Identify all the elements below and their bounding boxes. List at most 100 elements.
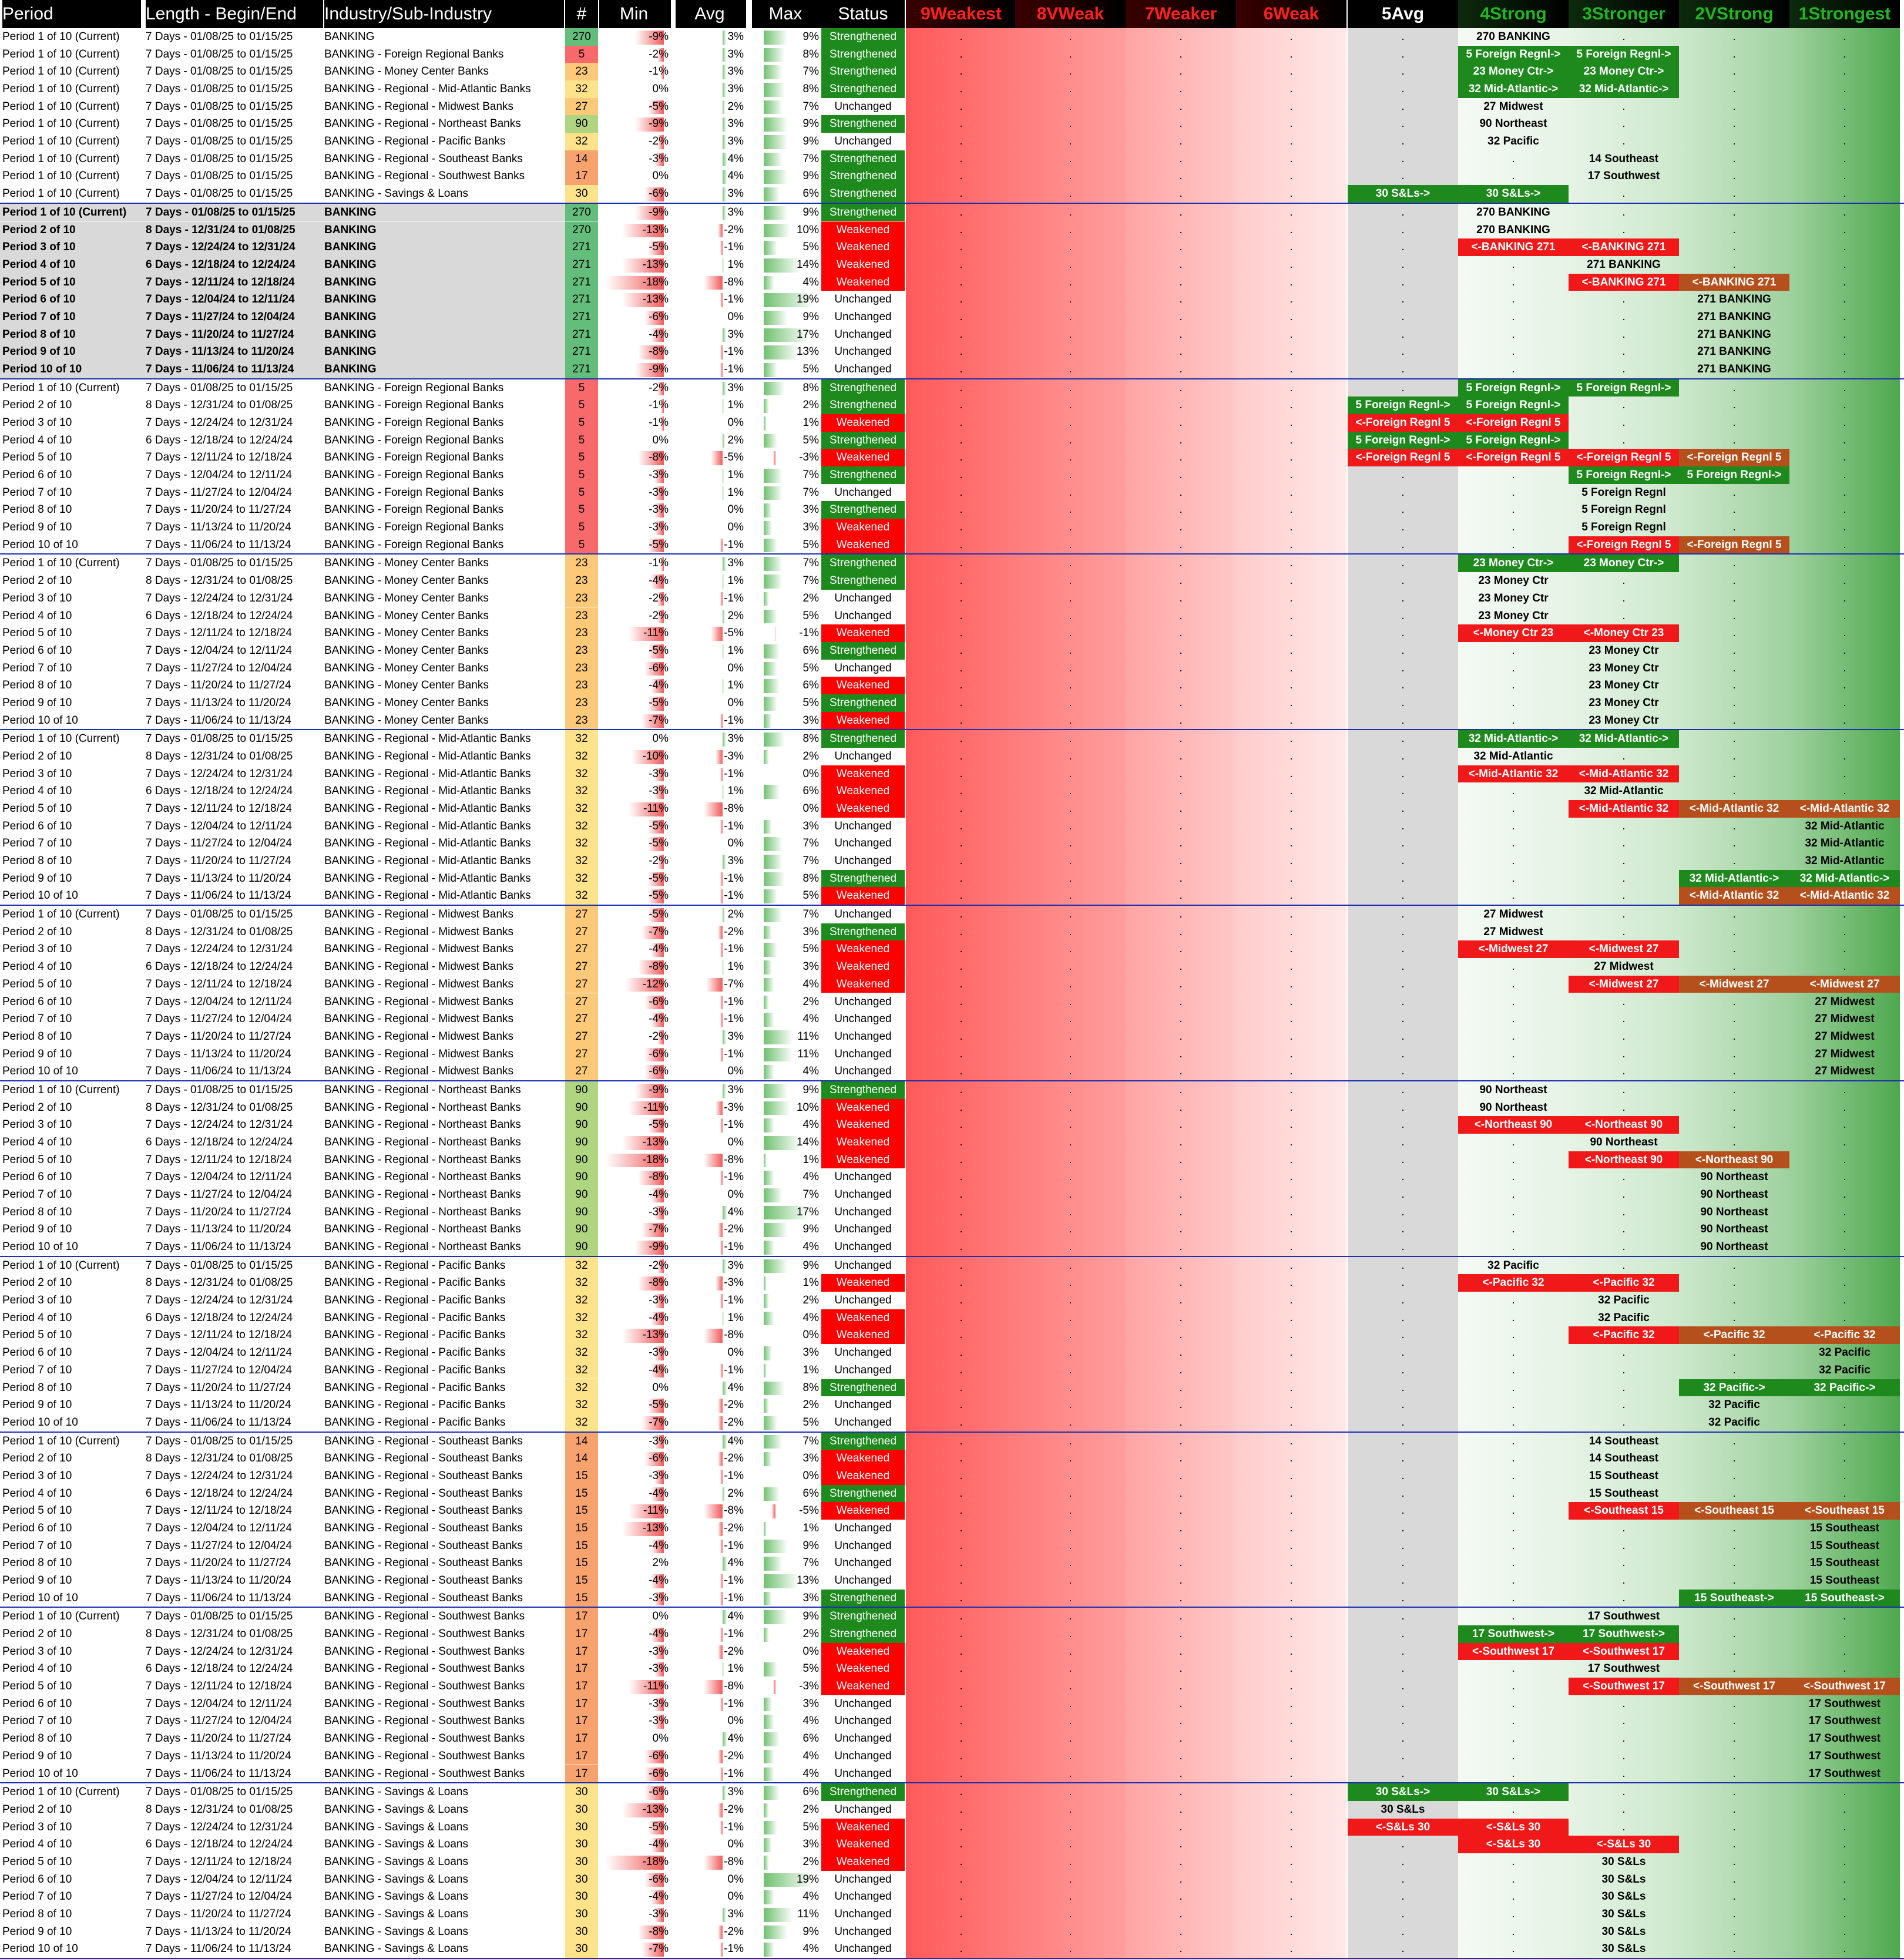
table-row[interactable]: Period 10 of 10 7 Days - 11/06/24 to 11/1… bbox=[0, 536, 1904, 554]
table-row[interactable]: Period 5 of 10 7 Days - 12/11/24 to 12/18… bbox=[0, 1151, 1904, 1169]
table-row[interactable]: Period 4 of 10 6 Days - 12/18/24 to 12/24… bbox=[0, 1133, 1904, 1151]
table-row[interactable]: Period 2 of 10 8 Days - 12/31/24 to 01/08… bbox=[0, 923, 1904, 941]
table-row[interactable]: Period 4 of 10 6 Days - 12/18/24 to 12/24… bbox=[0, 1836, 1904, 1853]
table-row[interactable]: Period 7 of 10 7 Days - 11/27/24 to 12/04… bbox=[0, 1186, 1904, 1204]
table-row[interactable]: Period 1 of 10 (Current) 7 Days - 01/08/2… bbox=[0, 150, 1904, 168]
table-row[interactable]: Period 8 of 10 7 Days - 11/20/24 to 11/27… bbox=[0, 1730, 1904, 1748]
table-row[interactable]: Period 7 of 10 7 Days - 11/27/24 to 12/04… bbox=[0, 835, 1904, 853]
table-row[interactable]: Period 6 of 10 7 Days - 12/04/24 to 12/11… bbox=[0, 1168, 1904, 1186]
table-row[interactable]: Period 7 of 10 7 Days - 11/27/24 to 12/04… bbox=[0, 483, 1904, 502]
header-bucket-5[interactable]: 5Avg bbox=[1348, 0, 1458, 28]
table-row[interactable]: Period 4 of 10 6 Days - 12/18/24 to 12/24… bbox=[0, 1660, 1904, 1678]
table-row[interactable]: Period 7 of 10 7 Days - 11/27/24 to 12/04… bbox=[0, 1888, 1904, 1906]
table-row[interactable]: Period 3 of 10 7 Days - 12/24/24 to 12/31… bbox=[0, 238, 1904, 256]
table-row[interactable]: Period 6 of 10 7 Days - 12/04/24 to 12/11… bbox=[0, 641, 1904, 660]
table-row[interactable]: Period 10 of 10 7 Days - 11/06/24 to 11/1… bbox=[0, 1413, 1904, 1432]
table-row[interactable]: Period 9 of 10 7 Days - 11/13/24 to 11/20… bbox=[0, 1923, 1904, 1941]
table-row[interactable]: Period 8 of 10 7 Days - 11/20/24 to 11/27… bbox=[0, 501, 1904, 519]
table-row[interactable]: Period 2 of 10 8 Days - 12/31/24 to 01/08… bbox=[0, 221, 1904, 239]
table-row[interactable]: Period 1 of 10 (Current) 7 Days - 01/08/2… bbox=[0, 730, 1904, 748]
table-row[interactable]: Period 3 of 10 7 Days - 12/24/24 to 12/31… bbox=[0, 765, 1904, 783]
header-period[interactable]: Period bbox=[2, 0, 141, 28]
table-row[interactable]: Period 1 of 10 (Current) 7 Days - 01/08/2… bbox=[0, 906, 1904, 923]
table-row[interactable]: Period 9 of 10 7 Days - 11/13/24 to 11/20… bbox=[0, 1396, 1904, 1414]
table-row[interactable]: Period 4 of 10 6 Days - 12/18/24 to 12/24… bbox=[0, 1484, 1904, 1503]
table-row[interactable]: Period 1 of 10 (Current) 7 Days - 01/08/2… bbox=[0, 98, 1904, 116]
table-row[interactable]: Period 5 of 10 7 Days - 12/11/24 to 12/18… bbox=[0, 449, 1904, 467]
table-row[interactable]: Period 2 of 10 8 Days - 12/31/24 to 01/08… bbox=[0, 747, 1904, 765]
table-row[interactable]: Period 3 of 10 7 Days - 12/24/24 to 12/31… bbox=[0, 1292, 1904, 1309]
table-row[interactable]: Period 3 of 10 7 Days - 12/24/24 to 12/31… bbox=[0, 1116, 1904, 1134]
table-row[interactable]: Period 10 of 10 7 Days - 11/06/24 to 11/1… bbox=[0, 1940, 1904, 1958]
table-row[interactable]: Period 10 of 10 7 Days - 11/06/24 to 11/1… bbox=[0, 711, 1904, 730]
table-row[interactable]: Period 8 of 10 7 Days - 11/20/24 to 11/27… bbox=[0, 1554, 1904, 1572]
table-row[interactable]: Period 1 of 10 (Current) 7 Days - 01/08/2… bbox=[0, 1256, 1904, 1275]
table-row[interactable]: Period 3 of 10 7 Days - 12/24/24 to 12/31… bbox=[0, 1818, 1904, 1836]
table-row[interactable]: Period 1 of 10 (Current) 7 Days - 01/08/2… bbox=[0, 185, 1904, 203]
table-row[interactable]: Period 9 of 10 7 Days - 11/13/24 to 11/20… bbox=[0, 1045, 1904, 1063]
table-row[interactable]: Period 7 of 10 7 Days - 11/27/24 to 12/04… bbox=[0, 659, 1904, 677]
table-row[interactable]: Period 4 of 10 6 Days - 12/18/24 to 12/24… bbox=[0, 782, 1904, 800]
header-length[interactable]: Length - Begin/End bbox=[146, 0, 323, 28]
header-bucket-6[interactable]: 4Strong bbox=[1458, 0, 1569, 28]
table-row[interactable]: Period 9 of 10 7 Days - 11/13/24 to 11/20… bbox=[0, 869, 1904, 888]
table-row[interactable]: Period 6 of 10 7 Days - 12/04/24 to 12/11… bbox=[0, 993, 1904, 1011]
table-row[interactable]: Period 3 of 10 7 Days - 12/24/24 to 12/31… bbox=[0, 589, 1904, 607]
table-row[interactable]: Period 8 of 10 7 Days - 11/20/24 to 11/27… bbox=[0, 1203, 1904, 1221]
table-row[interactable]: Period 10 of 10 7 Days - 11/06/24 to 11/1… bbox=[0, 887, 1904, 905]
table-row[interactable]: Period 6 of 10 7 Days - 12/04/24 to 12/11… bbox=[0, 1870, 1904, 1889]
header-bucket-3[interactable]: 7Weaker bbox=[1126, 0, 1236, 28]
table-row[interactable]: Period 1 of 10 (Current) 7 Days - 01/08/2… bbox=[0, 63, 1904, 81]
table-row[interactable]: Period 6 of 10 7 Days - 12/04/24 to 12/11… bbox=[0, 1695, 1904, 1713]
table-row[interactable]: Period 2 of 10 8 Days - 12/31/24 to 01/08… bbox=[0, 1800, 1904, 1819]
table-row[interactable]: Period 9 of 10 7 Days - 11/13/24 to 11/20… bbox=[0, 343, 1904, 361]
table-row[interactable]: Period 5 of 10 7 Days - 12/11/24 to 12/18… bbox=[0, 624, 1904, 642]
table-row[interactable]: Period 5 of 10 7 Days - 12/11/24 to 12/18… bbox=[0, 975, 1904, 993]
table-row[interactable]: Period 10 of 10 7 Days - 11/06/24 to 11/1… bbox=[0, 1238, 1904, 1256]
table-row[interactable]: Period 1 of 10 (Current) 7 Days - 01/08/2… bbox=[0, 45, 1904, 63]
table-row[interactable]: Period 5 of 10 7 Days - 12/11/24 to 12/18… bbox=[0, 1326, 1904, 1345]
header-count[interactable]: # bbox=[565, 0, 598, 28]
table-row[interactable]: Period 2 of 10 8 Days - 12/31/24 to 01/08… bbox=[0, 1450, 1904, 1467]
table-row[interactable]: Period 2 of 10 8 Days - 12/31/24 to 01/08… bbox=[0, 1274, 1904, 1292]
table-row[interactable]: Period 1 of 10 (Current) 7 Days - 01/08/2… bbox=[0, 555, 1904, 573]
table-row[interactable]: Period 1 of 10 (Current) 7 Days - 01/08/2… bbox=[0, 80, 1904, 98]
table-row[interactable]: Period 2 of 10 8 Days - 12/31/24 to 01/08… bbox=[0, 1625, 1904, 1643]
table-row[interactable]: Period 9 of 10 7 Days - 11/13/24 to 11/20… bbox=[0, 1747, 1904, 1765]
table-row[interactable]: Period 9 of 10 7 Days - 11/13/24 to 11/20… bbox=[0, 1221, 1904, 1239]
table-row[interactable]: Period 5 of 10 7 Days - 12/11/24 to 12/18… bbox=[0, 800, 1904, 818]
table-row[interactable]: Period 6 of 10 7 Days - 12/04/24 to 12/11… bbox=[0, 817, 1904, 835]
table-row[interactable]: Period 8 of 10 7 Days - 11/20/24 to 11/27… bbox=[0, 1027, 1904, 1046]
header-bucket-7[interactable]: 3Stronger bbox=[1569, 0, 1679, 28]
header-bucket-4[interactable]: 6Weak bbox=[1236, 0, 1346, 28]
table-row[interactable]: Period 6 of 10 7 Days - 12/04/24 to 12/11… bbox=[0, 1344, 1904, 1362]
header-bucket-9[interactable]: 1Strongest bbox=[1789, 0, 1900, 28]
table-row[interactable]: Period 3 of 10 7 Days - 12/24/24 to 12/31… bbox=[0, 1467, 1904, 1485]
header-status[interactable]: Status bbox=[821, 0, 905, 28]
table-row[interactable]: Period 9 of 10 7 Days - 11/13/24 to 11/20… bbox=[0, 1572, 1904, 1590]
table-row[interactable]: Period 3 of 10 7 Days - 12/24/24 to 12/31… bbox=[0, 940, 1904, 959]
table-row[interactable]: Period 5 of 10 7 Days - 12/11/24 to 12/18… bbox=[0, 273, 1904, 291]
table-row[interactable]: Period 5 of 10 7 Days - 12/11/24 to 12/18… bbox=[0, 1853, 1904, 1871]
table-row[interactable]: Period 10 of 10 7 Days - 11/06/24 to 11/1… bbox=[0, 1589, 1904, 1607]
table-row[interactable]: Period 8 of 10 7 Days - 11/20/24 to 11/27… bbox=[0, 677, 1904, 694]
table-row[interactable]: Period 1 of 10 (Current) 7 Days - 01/08/2… bbox=[0, 1783, 1904, 1801]
table-row[interactable]: Period 2 of 10 8 Days - 12/31/24 to 01/08… bbox=[0, 1098, 1904, 1117]
table-row[interactable]: Period 3 of 10 7 Days - 12/24/24 to 12/31… bbox=[0, 1642, 1904, 1661]
table-row[interactable]: Period 10 of 10 7 Days - 11/06/24 to 11/1… bbox=[0, 1765, 1904, 1783]
table-row[interactable]: Period 1 of 10 (Current) 7 Days - 01/08/2… bbox=[0, 203, 1904, 221]
table-row[interactable]: Period 9 of 10 7 Days - 11/13/24 to 11/20… bbox=[0, 694, 1904, 712]
table-row[interactable]: Period 4 of 10 6 Days - 12/18/24 to 12/24… bbox=[0, 256, 1904, 274]
table-row[interactable]: Period 2 of 10 8 Days - 12/31/24 to 01/08… bbox=[0, 572, 1904, 590]
table-row[interactable]: Period 8 of 10 7 Days - 11/20/24 to 11/27… bbox=[0, 325, 1904, 344]
table-row[interactable]: Period 10 of 10 7 Days - 11/06/24 to 11/1… bbox=[0, 360, 1904, 378]
table-row[interactable]: Period 7 of 10 7 Days - 11/27/24 to 12/04… bbox=[0, 308, 1904, 326]
table-row[interactable]: Period 7 of 10 7 Days - 11/27/24 to 12/04… bbox=[0, 1010, 1904, 1028]
table-row[interactable]: Period 1 of 10 (Current) 7 Days - 01/08/2… bbox=[0, 1608, 1904, 1626]
table-row[interactable]: Period 6 of 10 7 Days - 12/04/24 to 12/11… bbox=[0, 291, 1904, 308]
table-row[interactable]: Period 6 of 10 7 Days - 12/04/24 to 12/11… bbox=[0, 1519, 1904, 1537]
header-bucket-8[interactable]: 2VStrong bbox=[1679, 0, 1789, 28]
table-row[interactable]: Period 3 of 10 7 Days - 12/24/24 to 12/31… bbox=[0, 414, 1904, 432]
table-row[interactable]: Period 8 of 10 7 Days - 11/20/24 to 11/27… bbox=[0, 1379, 1904, 1397]
table-row[interactable]: Period 4 of 10 6 Days - 12/18/24 to 12/24… bbox=[0, 1309, 1904, 1327]
